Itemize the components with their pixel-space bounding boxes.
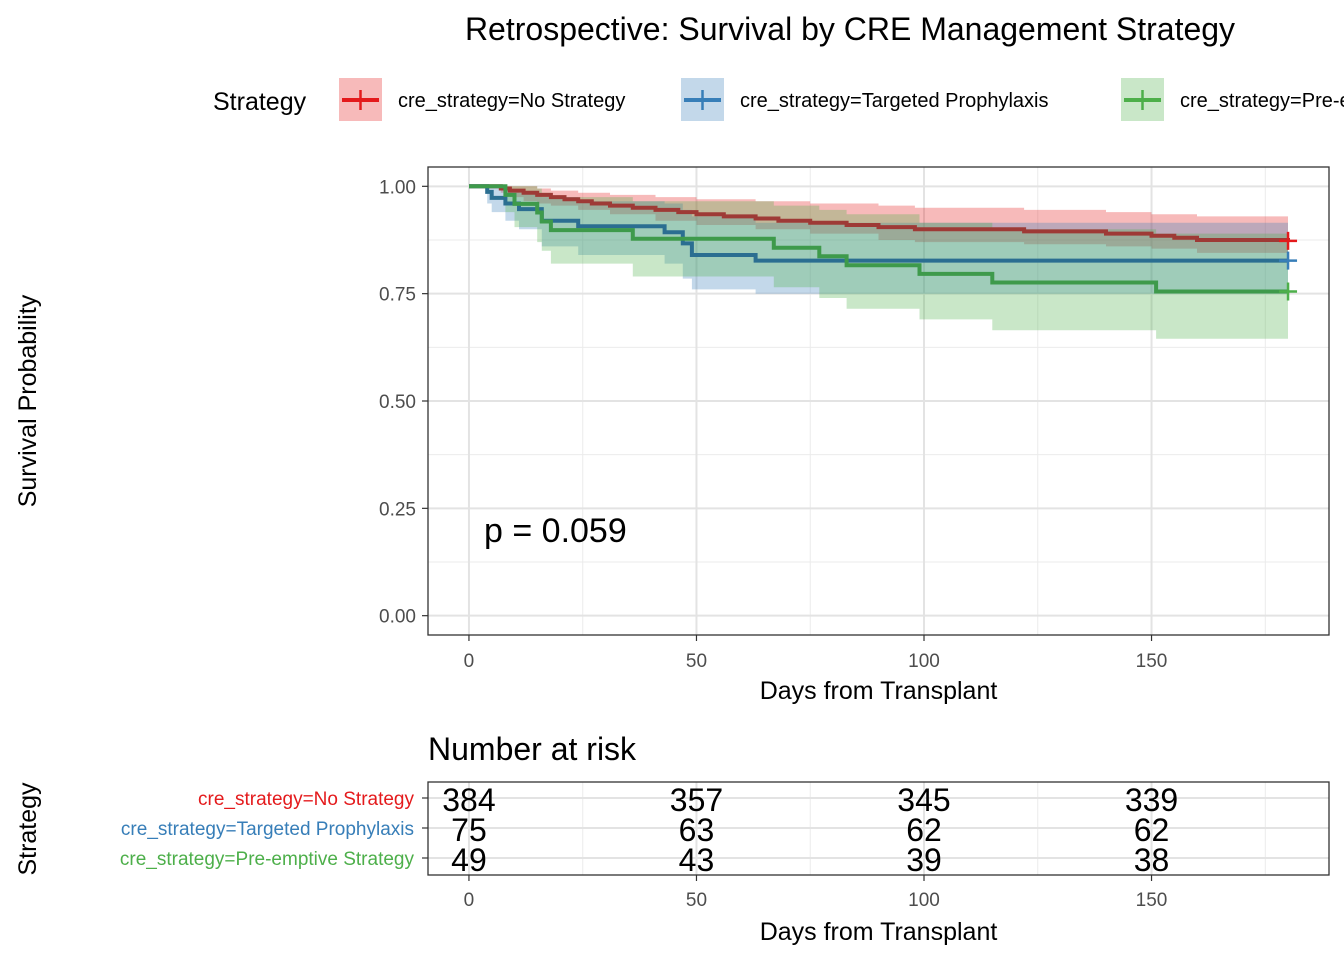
legend-title: Strategy bbox=[213, 88, 307, 116]
risk-row-label: cre_strategy=Targeted Prophylaxis bbox=[121, 819, 414, 840]
y-tick-label: 0.00 bbox=[379, 607, 416, 628]
x-tick-label: 100 bbox=[908, 651, 940, 672]
risk-row-label: cre_strategy=Pre-emptive Strategy bbox=[120, 849, 415, 870]
risk-x-tick-label: 50 bbox=[686, 890, 707, 911]
y-tick-label: 0.50 bbox=[379, 392, 416, 413]
risk-count: 339 bbox=[1125, 782, 1178, 818]
ci-band bbox=[469, 186, 1288, 294]
x-tick-label: 0 bbox=[464, 651, 475, 672]
risk-count: 75 bbox=[451, 812, 487, 848]
risk-count: 345 bbox=[897, 782, 950, 818]
x-tick-label: 50 bbox=[686, 651, 707, 672]
plot-panel-border bbox=[427, 166, 1330, 636]
survival-curve bbox=[469, 184, 1288, 263]
risk-count: 43 bbox=[679, 842, 715, 878]
risk-x-tick-label: 150 bbox=[1136, 890, 1168, 911]
risk-y-axis-label: Strategy bbox=[14, 782, 42, 876]
risk-count: 62 bbox=[1134, 812, 1170, 848]
x-axis-label: Days from Transplant bbox=[760, 677, 998, 705]
y-tick-label: 1.00 bbox=[379, 177, 416, 198]
risk-count: 384 bbox=[442, 782, 495, 818]
risk-count: 63 bbox=[679, 812, 715, 848]
risk-table-title: Number at risk bbox=[428, 731, 637, 767]
ci-band bbox=[469, 186, 1288, 255]
p-value-annotation: p = 0.059 bbox=[484, 512, 627, 550]
risk-x-axis-label: Days from Transplant bbox=[760, 918, 998, 946]
legend-entry-label: cre_strategy=No Strategy bbox=[398, 90, 625, 112]
legend-entry-label: cre_strategy=Targeted Prophylaxis bbox=[740, 90, 1049, 112]
risk-count: 38 bbox=[1134, 842, 1170, 878]
legend-entry-label: cre_strategy=Pre-emptive Strategy bbox=[1180, 90, 1344, 112]
risk-count: 39 bbox=[906, 842, 942, 878]
risk-count: 49 bbox=[451, 842, 487, 878]
survival-curve bbox=[469, 184, 1290, 242]
risk-row-label: cre_strategy=No Strategy bbox=[198, 789, 414, 810]
survival-curve bbox=[469, 184, 1288, 294]
risk-count: 62 bbox=[906, 812, 942, 848]
y-axis-label: Survival Probability bbox=[14, 294, 42, 507]
y-tick-label: 0.25 bbox=[379, 499, 416, 520]
risk-x-tick-label: 100 bbox=[908, 890, 940, 911]
risk-table-border bbox=[427, 781, 1330, 876]
chart-title: Retrospective: Survival by CRE Managemen… bbox=[465, 11, 1235, 47]
y-tick-label: 0.75 bbox=[379, 285, 416, 306]
x-tick-label: 150 bbox=[1136, 651, 1168, 672]
risk-x-tick-label: 0 bbox=[464, 890, 475, 911]
risk-count: 357 bbox=[670, 782, 723, 818]
